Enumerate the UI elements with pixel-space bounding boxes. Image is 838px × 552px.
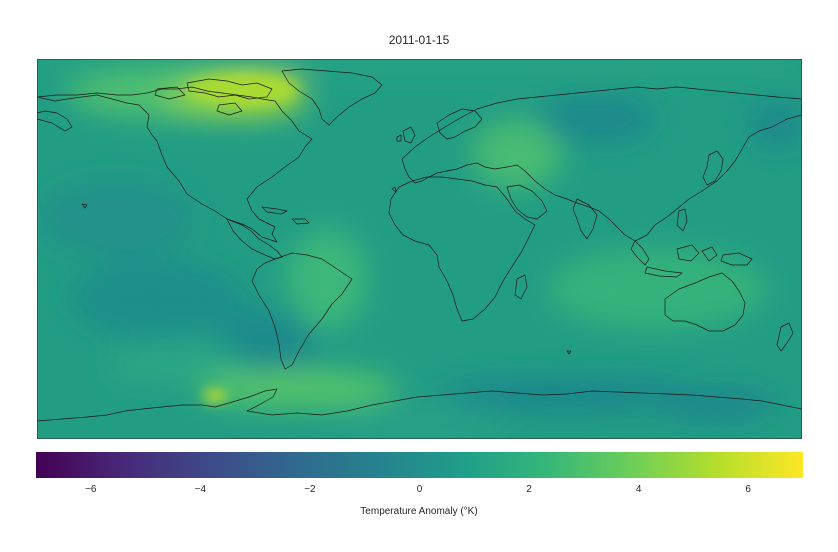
coastline-india — [572, 198, 598, 240]
coastline-alaska — [37, 110, 73, 132]
colorbar-gradient — [36, 452, 803, 478]
colorbar — [36, 452, 803, 478]
coastline-scandinavia — [436, 108, 483, 140]
colorbar-label: Temperature Anomaly (°K) — [360, 506, 478, 517]
coastline-british-isles — [396, 126, 416, 144]
colorbar-tick-label: 2 — [526, 484, 532, 495]
coastline-philippines — [676, 208, 688, 232]
coastline-eurasia — [401, 86, 802, 242]
coastline-japan — [702, 150, 724, 186]
coastline-greenland — [281, 68, 383, 126]
coastline-australia — [664, 272, 746, 332]
coastline-se-asia — [630, 240, 753, 278]
coastline-africa — [388, 176, 536, 322]
coastline-south-america — [251, 252, 353, 370]
colorbar-tick-label: −6 — [85, 484, 97, 495]
coastline-arctic-islands — [154, 78, 273, 116]
coastline-new-zealand — [776, 322, 794, 352]
colorbar-tick-label: 6 — [745, 484, 751, 495]
coastline-antarctica — [37, 388, 802, 422]
anomaly-field — [37, 59, 802, 434]
colorbar-tick-label: −4 — [194, 484, 207, 495]
colorbar-tick-label: 0 — [416, 484, 423, 495]
colorbar-tick-label: −2 — [304, 484, 316, 495]
coastline-north-america — [37, 86, 313, 243]
coastline-madagascar — [514, 274, 528, 300]
colorbar-ticks: −6 −4 −2 0 2 4 6 — [36, 484, 803, 498]
colorbar-tick-label: 4 — [635, 484, 642, 495]
coastlines — [37, 68, 802, 422]
coastline-arabia — [506, 184, 548, 220]
coastline-central-america — [226, 218, 283, 260]
anomaly-map — [37, 59, 802, 439]
map-svg — [37, 59, 802, 439]
map-title: 2011-01-15 — [388, 33, 450, 47]
coastline-small-islands — [81, 186, 572, 355]
coastline-caribbean — [261, 206, 310, 225]
map-frame — [37, 59, 802, 439]
colorbar-svg — [36, 452, 803, 478]
